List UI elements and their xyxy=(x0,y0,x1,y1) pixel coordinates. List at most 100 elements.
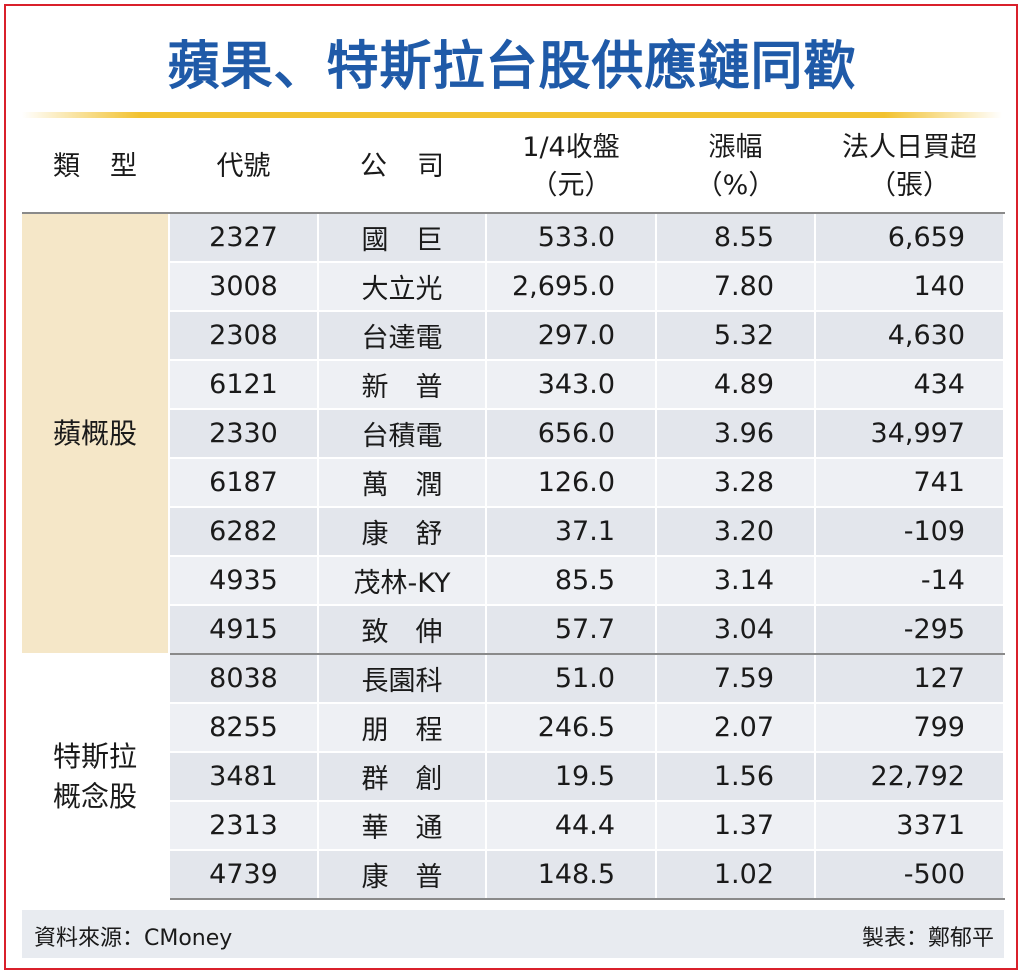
stock-table: 類型 代號 公司 1/4收盤 （元） 漲幅 （%） 法人日買超 （張） 蘋概股 2327… xyxy=(22,122,1005,900)
table-row: 4935 茂林-KY 85.5 3.14 -14 xyxy=(22,556,1005,606)
table-row: 6187 萬 潤 126.0 3.28 741 xyxy=(22,458,1005,508)
stock-code: 4915 xyxy=(169,605,319,655)
company-name: 國 巨 xyxy=(318,213,487,263)
close-price: 51.0 xyxy=(486,654,657,704)
company-name: 華 通 xyxy=(318,801,487,851)
net-buy: 34,997 xyxy=(815,409,1005,459)
stock-code: 6282 xyxy=(169,507,319,557)
change-pct: 3.20 xyxy=(656,507,816,557)
table-row: 4739 康 普 148.5 1.02 -500 xyxy=(22,850,1005,900)
net-buy: -109 xyxy=(815,507,1005,557)
net-buy: -500 xyxy=(815,850,1005,900)
change-pct: 4.89 xyxy=(656,360,816,410)
close-price: 148.5 xyxy=(486,850,657,900)
title-divider xyxy=(22,112,1002,118)
company-name: 台達電 xyxy=(318,311,487,361)
table-row: 特斯拉 概念股 8038 長園科 51.0 7.59 127 xyxy=(22,654,1005,900)
net-buy: 741 xyxy=(815,458,1005,508)
header-company: 公司 xyxy=(318,122,487,214)
stock-code: 8038 xyxy=(169,654,319,704)
close-price: 57.7 xyxy=(486,605,657,655)
company-name: 萬 潤 xyxy=(318,458,487,508)
stock-code: 6121 xyxy=(169,360,319,410)
table-row: 2308 台達電 297.0 5.32 4,630 xyxy=(22,311,1005,361)
page-title: 蘋果、特斯拉台股供應鏈同歡 xyxy=(167,37,857,97)
group-label: 特斯拉 概念股 xyxy=(22,654,170,900)
close-price: 343.0 xyxy=(486,360,657,410)
company-name: 致 伸 xyxy=(318,605,487,655)
close-price: 246.5 xyxy=(486,703,657,753)
table-row: 蘋概股 2327 國 巨 533.0 8.55 6,659 xyxy=(22,213,1005,655)
stock-code: 2313 xyxy=(169,801,319,851)
table-row: 4915 致 伸 57.7 3.04 -295 xyxy=(22,605,1005,655)
net-buy: -295 xyxy=(815,605,1005,655)
close-price: 44.4 xyxy=(486,801,657,851)
outer-frame xyxy=(4,4,1018,970)
stock-code: 8255 xyxy=(169,703,319,753)
stock-code: 4935 xyxy=(169,556,319,606)
stock-code: 2330 xyxy=(169,409,319,459)
change-pct: 3.96 xyxy=(656,409,816,459)
header-net-buy: 法人日買超 （張） xyxy=(815,122,1005,214)
change-pct: 3.04 xyxy=(656,605,816,655)
change-pct: 3.28 xyxy=(656,458,816,508)
header-close: 1/4收盤 （元） xyxy=(486,122,657,214)
net-buy: 127 xyxy=(815,654,1005,704)
change-pct: 7.59 xyxy=(656,654,816,704)
table-row: 6282 康 舒 37.1 3.20 -109 xyxy=(22,507,1005,557)
net-buy: 799 xyxy=(815,703,1005,753)
company-name: 台積電 xyxy=(318,409,487,459)
net-buy: 6,659 xyxy=(815,213,1005,263)
stock-code: 6187 xyxy=(169,458,319,508)
table-row: 2313 華 通 44.4 1.37 3371 xyxy=(22,801,1005,851)
maker-note: 製表：鄭郁平 xyxy=(861,926,994,951)
table-header-row: 類型 代號 公司 1/4收盤 （元） 漲幅 （%） 法人日買超 （張） xyxy=(22,122,1005,214)
table-row: 3481 群 創 19.5 1.56 22,792 xyxy=(22,752,1005,802)
close-price: 37.1 xyxy=(486,507,657,557)
company-name: 朋 程 xyxy=(318,703,487,753)
close-price: 656.0 xyxy=(486,409,657,459)
change-pct: 1.02 xyxy=(656,850,816,900)
close-price: 533.0 xyxy=(486,213,657,263)
close-price: 2,695.0 xyxy=(486,262,657,312)
company-name: 康 普 xyxy=(318,850,487,900)
change-pct: 7.80 xyxy=(656,262,816,312)
company-name: 康 舒 xyxy=(318,507,487,557)
company-name: 群 創 xyxy=(318,752,487,802)
net-buy: -14 xyxy=(815,556,1005,606)
change-pct: 1.37 xyxy=(656,801,816,851)
close-price: 85.5 xyxy=(486,556,657,606)
change-pct: 1.56 xyxy=(656,752,816,802)
change-pct: 2.07 xyxy=(656,703,816,753)
stock-code: 3008 xyxy=(169,262,319,312)
net-buy: 4,630 xyxy=(815,311,1005,361)
net-buy: 140 xyxy=(815,262,1005,312)
header-type: 類型 xyxy=(22,122,170,214)
company-name: 新 普 xyxy=(318,360,487,410)
change-pct: 3.14 xyxy=(656,556,816,606)
close-price: 19.5 xyxy=(486,752,657,802)
close-price: 297.0 xyxy=(486,311,657,361)
table-row: 8255 朋 程 246.5 2.07 799 xyxy=(22,703,1005,753)
change-pct: 8.55 xyxy=(656,213,816,263)
table-row: 6121 新 普 343.0 4.89 434 xyxy=(22,360,1005,410)
table-row: 2330 台積電 656.0 3.96 34,997 xyxy=(22,409,1005,459)
footer: 資料來源：CMoney 製表：鄭郁平 xyxy=(22,910,1004,958)
company-name: 長園科 xyxy=(318,654,487,704)
company-name: 茂林-KY xyxy=(318,556,487,606)
header-change: 漲幅 （%） xyxy=(656,122,816,214)
company-name: 大立光 xyxy=(318,262,487,312)
stock-code: 2308 xyxy=(169,311,319,361)
stock-code: 3481 xyxy=(169,752,319,802)
net-buy: 434 xyxy=(815,360,1005,410)
net-buy: 22,792 xyxy=(815,752,1005,802)
header-code: 代號 xyxy=(169,122,319,214)
stock-code: 2327 xyxy=(169,213,319,263)
source-note: 資料來源：CMoney xyxy=(34,926,233,951)
group-label: 蘋概股 xyxy=(22,213,170,655)
stock-code: 4739 xyxy=(169,850,319,900)
change-pct: 5.32 xyxy=(656,311,816,361)
close-price: 126.0 xyxy=(486,458,657,508)
table-row: 3008 大立光 2,695.0 7.80 140 xyxy=(22,262,1005,312)
net-buy: 3371 xyxy=(815,801,1005,851)
